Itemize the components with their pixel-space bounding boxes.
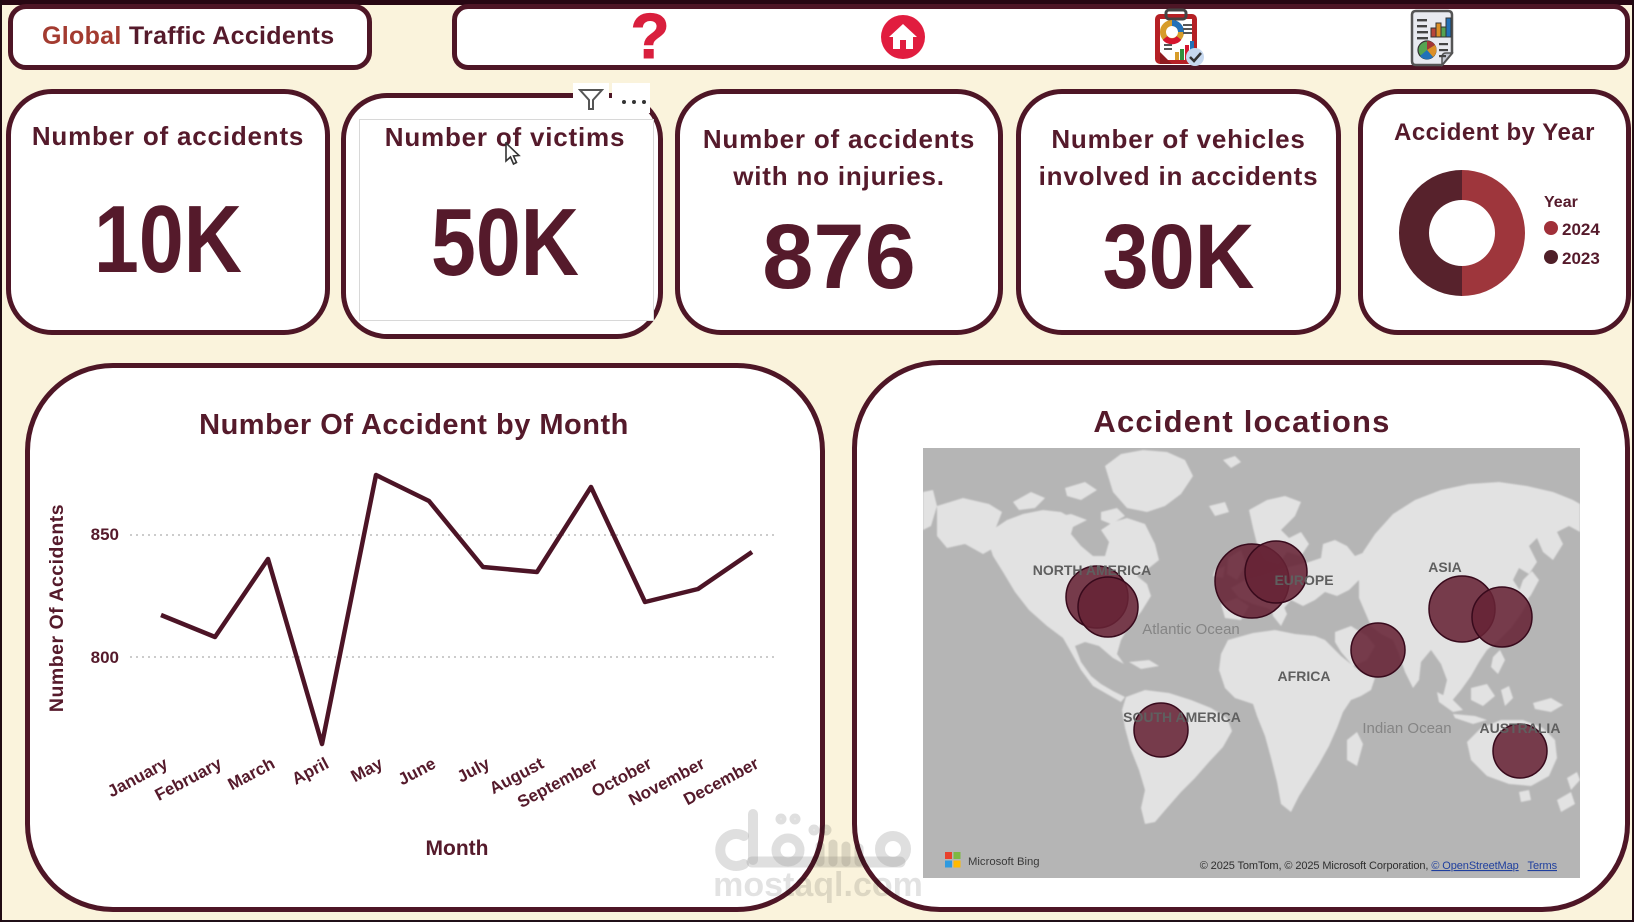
svg-text:AUSTRALIA: AUSTRALIA — [1480, 720, 1561, 736]
svg-text:© 2025 TomTom, © 2025 Microsof: © 2025 TomTom, © 2025 Microsoft Corporat… — [1200, 860, 1558, 872]
svg-text:mostaql.com: mostaql.com — [713, 866, 923, 904]
svg-text:850: 850 — [91, 525, 119, 544]
svg-text:Atlantic Ocean: Atlantic Ocean — [1142, 621, 1240, 638]
svg-text:AFRICA: AFRICA — [1278, 668, 1331, 684]
svg-text:Microsoft Bing: Microsoft Bing — [968, 856, 1040, 868]
svg-text:June: June — [395, 754, 439, 789]
svg-text:SOUTH AMERICA: SOUTH AMERICA — [1123, 709, 1241, 725]
svg-text:Number Of Accidents: Number Of Accidents — [46, 504, 68, 712]
svg-text:NORTH AMERICA: NORTH AMERICA — [1033, 562, 1151, 578]
svg-text:EUROPE: EUROPE — [1274, 572, 1333, 588]
svg-text:Indian Ocean: Indian Ocean — [1362, 720, 1451, 737]
svg-text:March: March — [225, 754, 278, 794]
svg-text:April: April — [289, 754, 332, 789]
svg-text:Number Of Accident by Month: Number Of Accident by Month — [199, 409, 629, 441]
svg-text:800: 800 — [91, 648, 119, 667]
svg-text:Month: Month — [426, 837, 489, 860]
svg-text:ASIA: ASIA — [1428, 559, 1461, 575]
svg-text:May: May — [348, 754, 387, 787]
